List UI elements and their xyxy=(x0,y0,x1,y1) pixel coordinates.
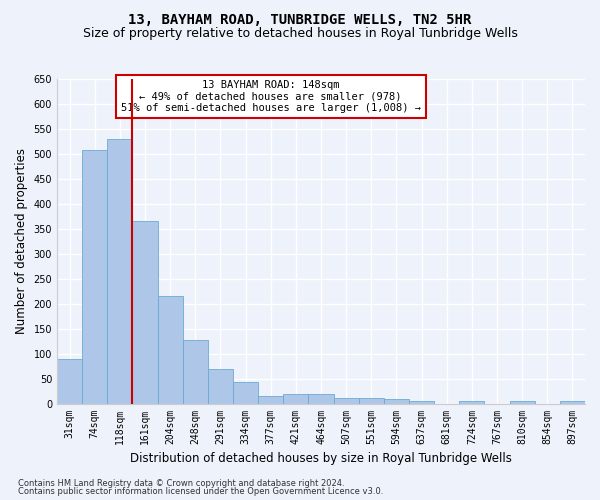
Bar xyxy=(208,368,233,404)
Bar xyxy=(509,401,535,404)
Bar xyxy=(57,358,82,404)
Bar xyxy=(133,222,158,404)
Bar xyxy=(560,401,585,404)
Bar xyxy=(82,150,107,404)
Text: Contains public sector information licensed under the Open Government Licence v3: Contains public sector information licen… xyxy=(18,487,383,496)
Text: Size of property relative to detached houses in Royal Tunbridge Wells: Size of property relative to detached ho… xyxy=(83,28,517,40)
Text: 13 BAYHAM ROAD: 148sqm
← 49% of detached houses are smaller (978)
51% of semi-de: 13 BAYHAM ROAD: 148sqm ← 49% of detached… xyxy=(121,80,421,113)
Bar xyxy=(233,382,258,404)
Bar xyxy=(409,401,434,404)
Bar xyxy=(334,398,359,404)
Bar xyxy=(158,296,183,404)
Bar xyxy=(283,394,308,404)
X-axis label: Distribution of detached houses by size in Royal Tunbridge Wells: Distribution of detached houses by size … xyxy=(130,452,512,465)
Bar xyxy=(258,396,283,404)
Bar xyxy=(384,399,409,404)
Bar xyxy=(308,394,334,404)
Bar xyxy=(183,340,208,404)
Bar xyxy=(359,398,384,404)
Text: 13, BAYHAM ROAD, TUNBRIDGE WELLS, TN2 5HR: 13, BAYHAM ROAD, TUNBRIDGE WELLS, TN2 5H… xyxy=(128,12,472,26)
Bar xyxy=(107,139,133,404)
Bar xyxy=(459,400,484,404)
Y-axis label: Number of detached properties: Number of detached properties xyxy=(15,148,28,334)
Text: Contains HM Land Registry data © Crown copyright and database right 2024.: Contains HM Land Registry data © Crown c… xyxy=(18,478,344,488)
